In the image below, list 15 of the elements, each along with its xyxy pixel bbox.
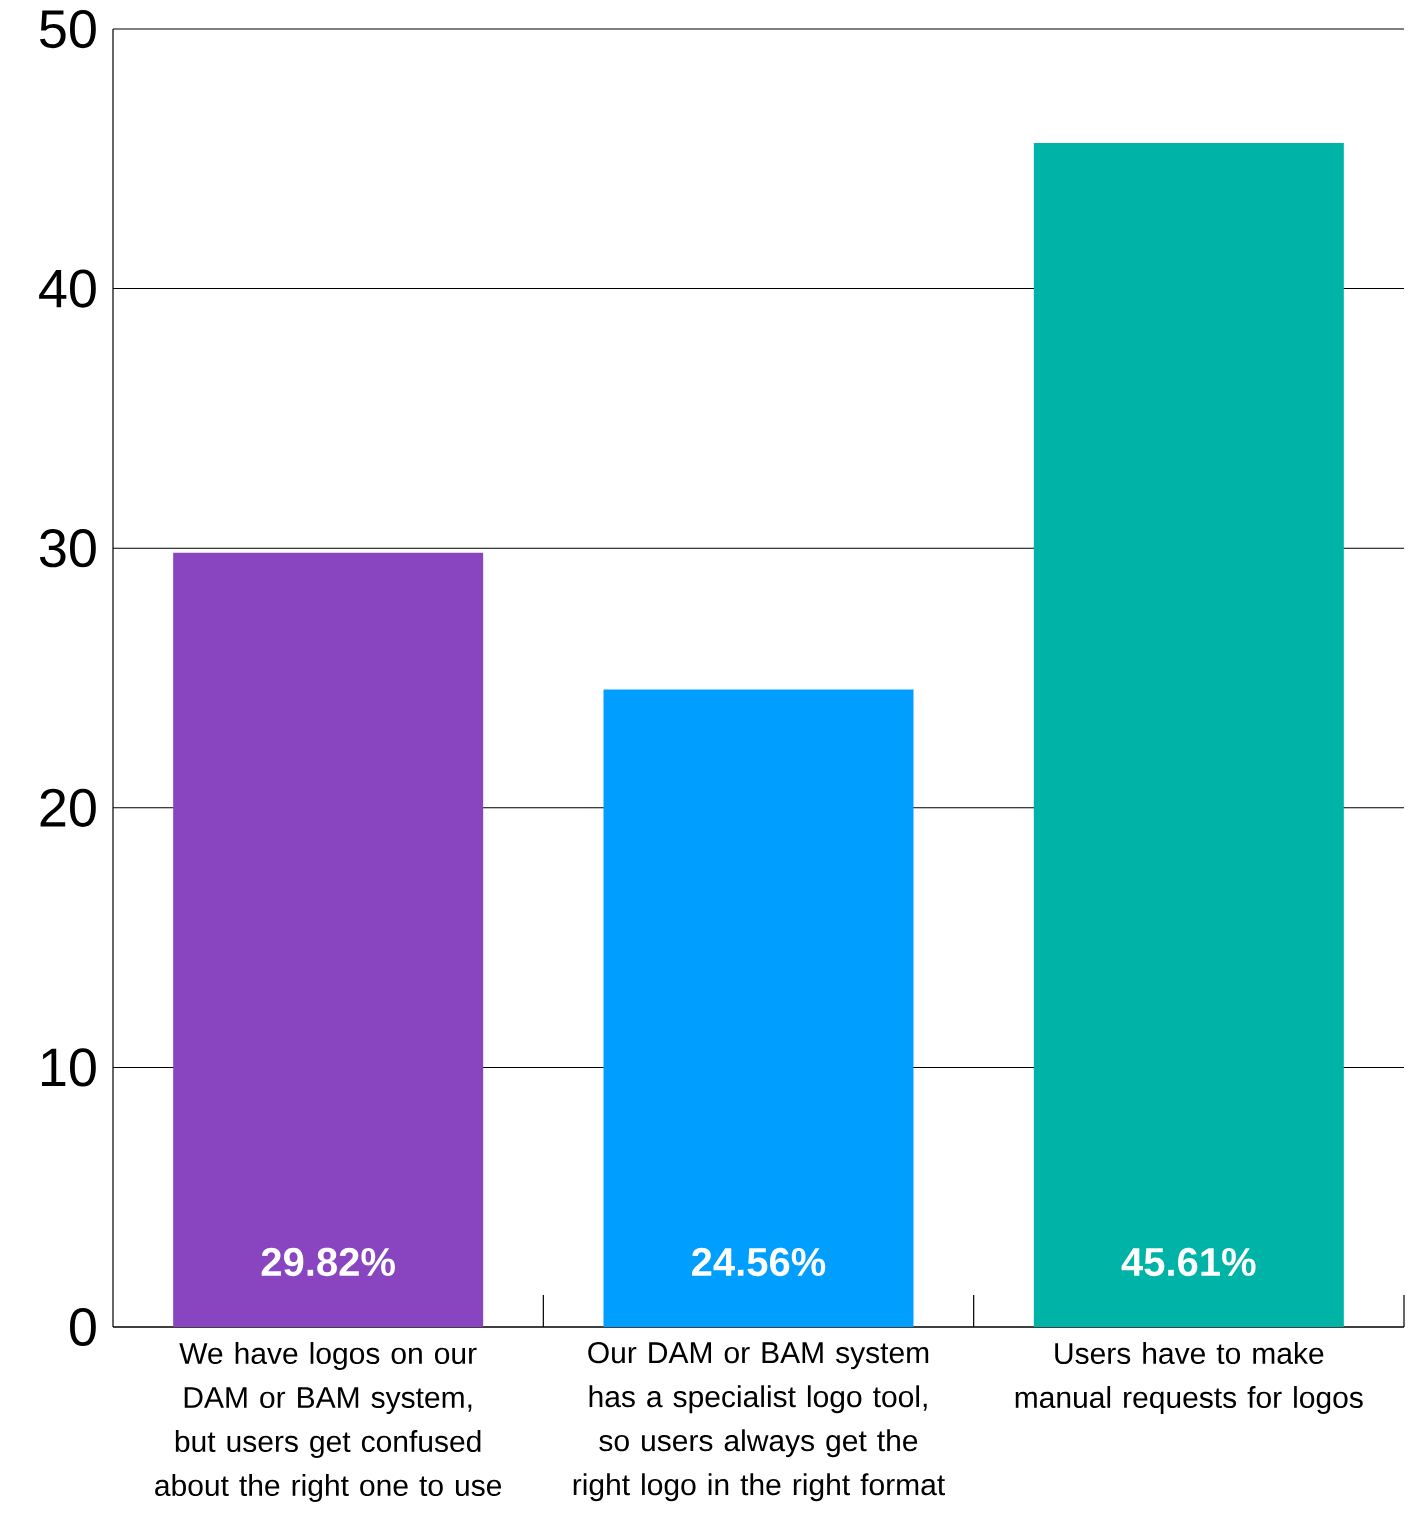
x-tick-label: Our DAM or BAM system has a specialist logo tool, so users always get the right logo in the right format xyxy=(573,1342,945,1502)
y-tick-label: 30 xyxy=(39,529,96,568)
y-tick-label: 50 xyxy=(40,9,96,49)
y-tick-label: 10 xyxy=(41,1048,96,1087)
x-tick-label: Users have to make manual requests for logos xyxy=(1015,1342,1363,1415)
bar xyxy=(603,689,914,1327)
y-tick-label: 40 xyxy=(39,269,96,308)
bar xyxy=(173,552,484,1327)
data-label: 29.82% xyxy=(261,1247,395,1277)
bar xyxy=(1033,142,1344,1327)
y-tick-label: 0 xyxy=(70,1307,96,1347)
data-label: 45.61% xyxy=(1121,1247,1256,1277)
x-tick-label: We have logos on our DAM or BAM system, but users get confused about the right one to use xyxy=(155,1342,502,1503)
data-label: 24.56% xyxy=(692,1247,826,1277)
y-tick-label: 20 xyxy=(40,788,96,827)
